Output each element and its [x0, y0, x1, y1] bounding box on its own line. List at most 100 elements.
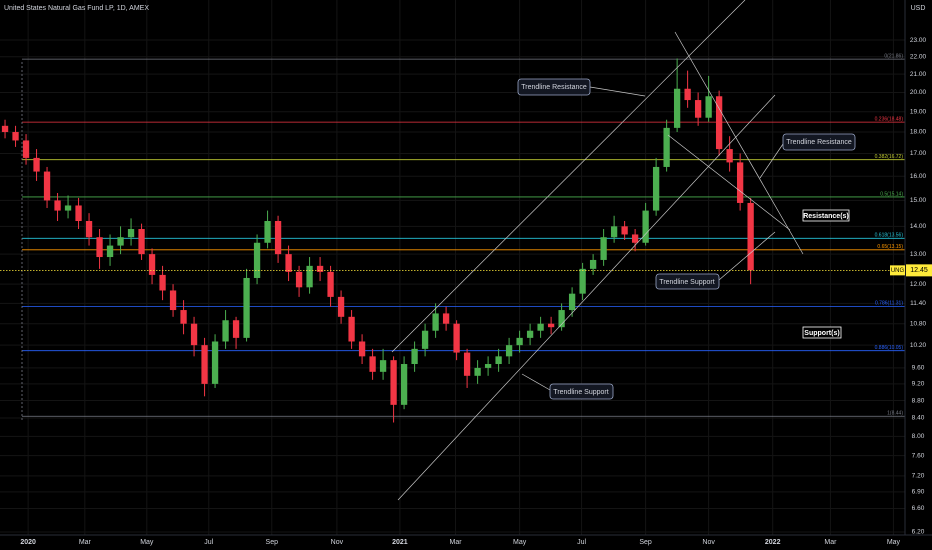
candle-body	[558, 310, 565, 328]
y-tick-label: 16.00	[910, 173, 927, 180]
channel-upper	[391, 0, 746, 353]
candle-body	[726, 149, 733, 163]
candle-body	[663, 127, 670, 167]
fib-label: 0.618(13.56)	[875, 233, 904, 239]
fib-label: 0.786(11.31)	[875, 301, 903, 307]
fib-label: 1(8.44)	[887, 411, 903, 417]
y-tick-label: 6.90	[912, 489, 925, 496]
pointer	[521, 373, 551, 391]
fib-label: 0.382(16.72)	[875, 154, 904, 160]
y-tick-label: 12.00	[910, 281, 927, 288]
candle-body	[148, 254, 156, 275]
candle-body	[348, 316, 355, 342]
candle-body	[180, 310, 187, 324]
candle-body	[537, 323, 544, 331]
candle-body	[547, 323, 555, 328]
fib-label: 0.886(10.05)	[875, 345, 904, 351]
candle-body	[474, 367, 481, 376]
annotation-box	[802, 209, 850, 222]
descending-support	[667, 134, 791, 231]
candle-body	[337, 296, 345, 317]
candle-body	[484, 364, 492, 368]
candle-body	[400, 364, 408, 405]
y-tick-label: 23.00	[910, 37, 927, 44]
currency: USD	[911, 5, 926, 12]
candle-body	[369, 356, 376, 372]
candle-body	[190, 323, 198, 346]
annotation: Trendline Resistance	[521, 84, 587, 91]
candle-body	[285, 254, 292, 272]
candle-body	[705, 96, 712, 118]
candle-body	[295, 271, 303, 288]
candle-body	[316, 265, 324, 272]
x-tick-label: Mar	[79, 539, 92, 546]
annotation: Trendline Support	[659, 279, 714, 286]
fib-levels: 0(21.86) 0.236(18.48) 0.382(16.72) 0.5(15.1…	[22, 53, 905, 417]
candle-body	[652, 166, 660, 211]
x-tick-label: May	[140, 539, 154, 546]
y-tick-label: 14.00	[910, 223, 927, 230]
candle-body	[96, 237, 103, 258]
candle-body	[201, 345, 208, 384]
y-tick-label: 22.00	[910, 53, 927, 60]
candle-body	[22, 140, 30, 158]
y-tick-label: 10.80	[910, 320, 927, 327]
candle-body	[243, 277, 250, 338]
candle-body	[327, 271, 334, 297]
candle-body	[54, 200, 61, 211]
annotation: Resistance(s)	[803, 213, 849, 220]
pointer	[759, 143, 784, 179]
y-tick-label: 7.60	[912, 452, 925, 459]
y-tick-label: 11.40	[910, 300, 926, 307]
y-tick-label: 17.00	[910, 150, 927, 157]
candles	[1, 58, 754, 423]
annotation-box	[782, 133, 856, 151]
candle-body	[505, 345, 513, 357]
x-tick-label: Jul	[577, 539, 586, 546]
last-price-value: 12.45	[910, 267, 928, 274]
annotation: Trendline Support	[553, 389, 608, 396]
annotation-box	[549, 383, 614, 400]
candle-body	[715, 96, 723, 150]
candle-body	[600, 237, 607, 260]
fib-label: 0(21.86)	[884, 53, 903, 59]
candle-body	[264, 221, 271, 243]
candle-body	[610, 226, 618, 238]
annotation: Trendline Resistance	[786, 139, 852, 146]
candle-body	[43, 171, 51, 201]
candle-body	[579, 268, 586, 294]
fib-label: 0.5(15.14)	[880, 191, 903, 197]
candle-body	[64, 205, 72, 211]
candle-body	[516, 337, 523, 346]
trendlines	[391, 0, 804, 501]
y-tick-label: 18.00	[910, 129, 927, 136]
annotation-box	[655, 273, 720, 290]
candle-body	[358, 341, 366, 357]
y-tick-label: 13.00	[910, 251, 927, 258]
channel-lower	[397, 94, 776, 501]
candle-body	[222, 320, 229, 342]
y-tick-label: 6.60	[912, 505, 925, 512]
candle-body	[274, 221, 282, 255]
candle-body	[379, 360, 387, 372]
x-tick-label: Nov	[331, 539, 344, 546]
y-tick-label: 10.20	[910, 342, 927, 349]
x-tick-label: 2020	[20, 539, 36, 546]
pointer	[589, 86, 646, 97]
x-tick-label: Nov	[702, 539, 715, 546]
y-tick-label: 15.00	[910, 197, 927, 204]
y-tick-label: 8.40	[912, 415, 925, 422]
x-tick-label: 2021	[392, 539, 408, 546]
x-tick-label: Sep	[266, 539, 279, 546]
fib-label: 0.65(13.15)	[877, 244, 903, 250]
grid	[0, 0, 905, 535]
y-tick-label: 9.20	[912, 381, 925, 388]
candle-body	[673, 88, 681, 128]
candle-body	[453, 323, 460, 353]
candle-body	[75, 205, 82, 222]
candle-body	[253, 242, 261, 278]
candle-body	[12, 132, 19, 141]
candle-body	[390, 360, 397, 405]
